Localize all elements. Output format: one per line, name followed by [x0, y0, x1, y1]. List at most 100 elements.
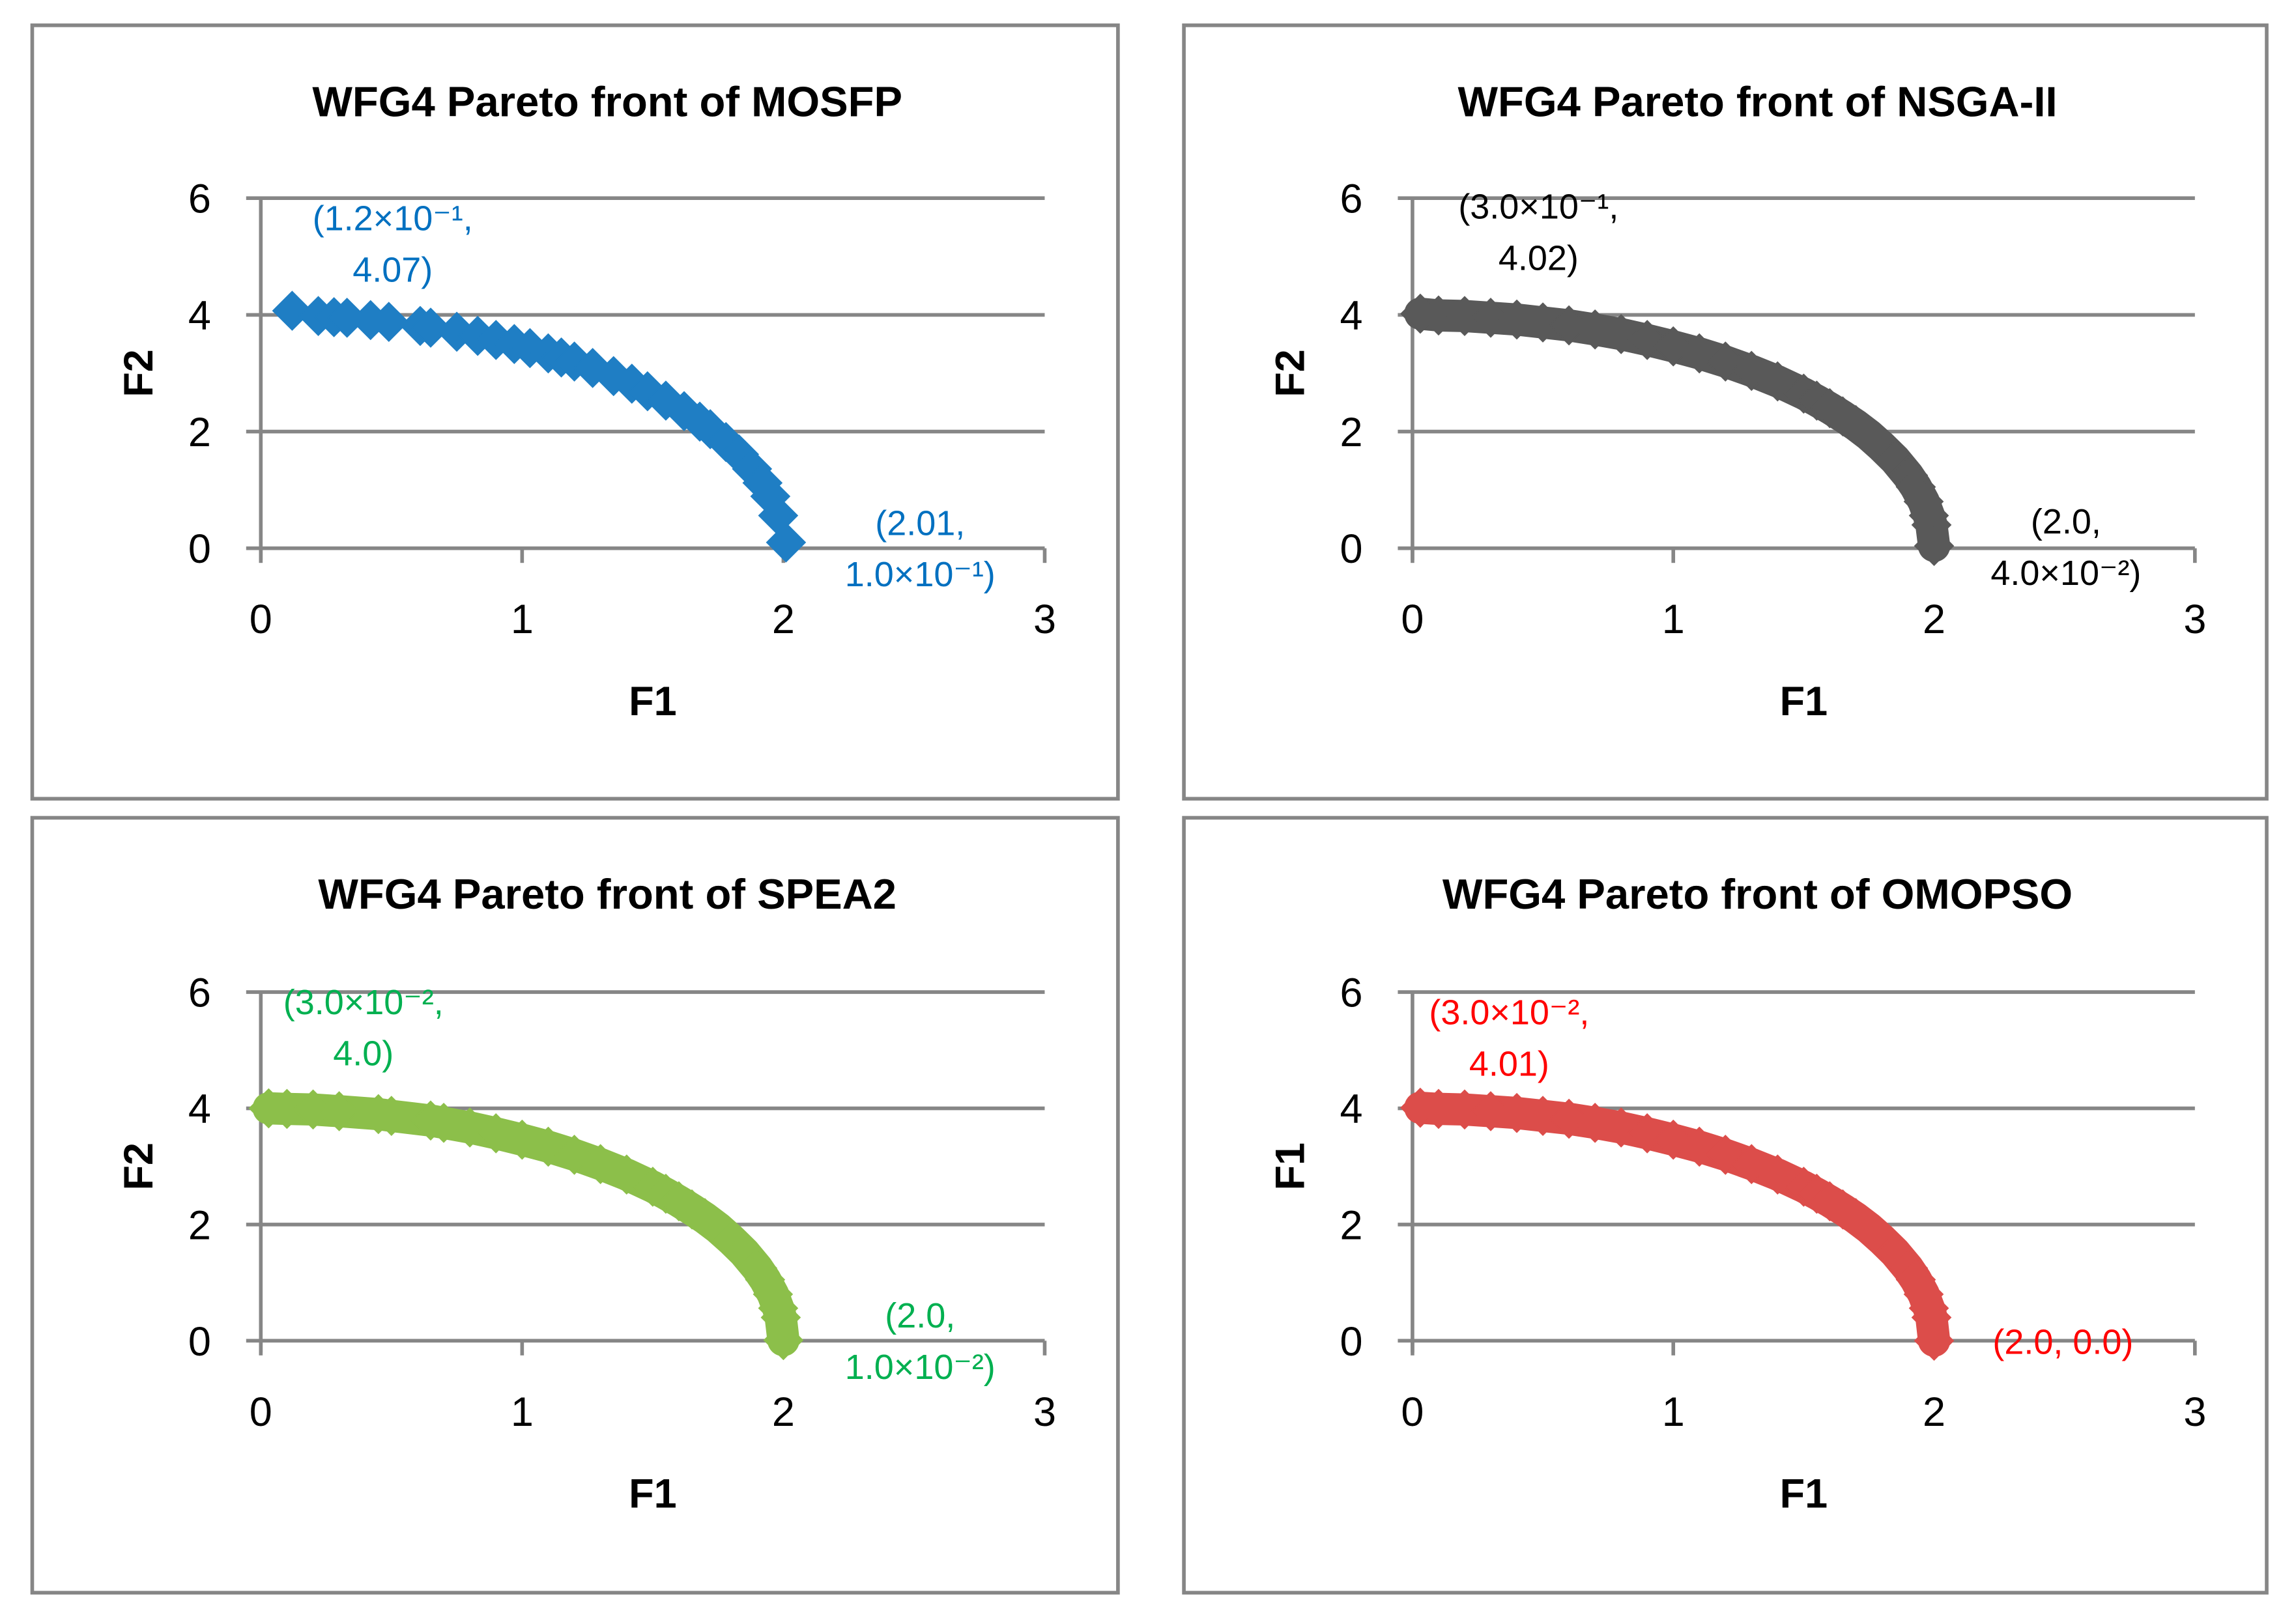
- x-tick-label: 0: [1401, 597, 1424, 642]
- chart-panel-1: WFG4 Pareto front of MOSFP 0 2 4 6 0 1 2 3 F1 F2 (1…: [30, 23, 1120, 801]
- y-tick-label: 0: [1340, 1319, 1362, 1365]
- data-point: [1444, 1089, 1485, 1130]
- data-point: [528, 1126, 569, 1167]
- chart-panel-4: WFG4 Pareto front of OMOPSO 0 2 4 6 0 1 2 3 F1 F1 (…: [1182, 816, 2269, 1595]
- x-tick-label: 1: [1662, 1389, 1685, 1435]
- x-tick-label: 3: [1033, 1389, 1056, 1435]
- y-tick-label: 4: [188, 293, 211, 339]
- y-tick-label: 0: [188, 526, 211, 572]
- data-point: [1471, 298, 1511, 338]
- data-point: [319, 1091, 360, 1131]
- y-axis-title: F2: [116, 349, 162, 397]
- chart-title: WFG4 Pareto front of NSGA-II: [1457, 78, 2057, 125]
- chart-border: [30, 816, 1120, 1595]
- chart-border: [1182, 816, 2269, 1595]
- data-point: [1575, 309, 1615, 350]
- x-tick-label: 2: [772, 1389, 795, 1435]
- data-point: [554, 1135, 595, 1175]
- data-point: [410, 307, 451, 348]
- annotation-start: (1.2×10⁻¹,: [313, 199, 473, 238]
- chart-panel-3: WFG4 Pareto front of SPEA2 0 2 4 6 0 1 2 3 F1 F2 (3…: [30, 816, 1120, 1595]
- y-axis-title: F1: [1268, 1143, 1313, 1190]
- y-tick-label: 4: [1340, 293, 1362, 339]
- annotation-start: 4.01): [1469, 1044, 1549, 1083]
- data-point: [272, 291, 313, 331]
- data-point: [1523, 302, 1563, 343]
- data-point: [1497, 299, 1537, 340]
- x-tick-label: 1: [511, 597, 534, 642]
- data-point: [763, 1320, 804, 1361]
- y-tick-label: 6: [188, 177, 211, 222]
- data-point: [1914, 1320, 1955, 1361]
- x-tick-label: 0: [250, 1389, 272, 1435]
- y-tick-label: 6: [1340, 177, 1362, 222]
- annotation-end: (2.0,: [2031, 502, 2101, 541]
- x-axis-title: F1: [1780, 1471, 1828, 1517]
- x-tick-label: 2: [772, 597, 795, 642]
- y-tick-label: 6: [1340, 971, 1362, 1016]
- y-tick-label: 4: [1340, 1086, 1362, 1132]
- annotation-start: 4.02): [1499, 238, 1579, 277]
- x-tick-label: 3: [2183, 597, 2206, 642]
- data-point: [1914, 526, 1955, 566]
- data-point: [450, 1107, 490, 1148]
- y-tick-label: 2: [1340, 410, 1362, 455]
- data-point: [371, 1096, 412, 1136]
- chart-panel-2: WFG4 Pareto front of NSGA-II 0 2 4 6 0 1 2 3 F1 F2…: [1182, 23, 2269, 801]
- annotation-end: (2.0, 0.0): [1992, 1323, 2133, 1362]
- x-tick-label: 0: [1401, 1389, 1424, 1435]
- data-point: [1418, 295, 1459, 336]
- x-axis-title: F1: [1780, 679, 1828, 724]
- annotation-end: (2.01,: [875, 504, 965, 543]
- x-axis-title: F1: [629, 679, 676, 724]
- data-point: [646, 380, 686, 421]
- chart-title: WFG4 Pareto front of SPEA2: [318, 870, 897, 918]
- annotation-start: (3.0×10⁻²,: [1429, 993, 1589, 1032]
- y-tick-label: 2: [188, 410, 211, 455]
- chart-title: WFG4 Pareto front of OMOPSO: [1442, 870, 2073, 918]
- x-tick-label: 1: [1662, 597, 1685, 642]
- y-tick-label: 0: [188, 1319, 211, 1365]
- data-point: [1523, 1096, 1563, 1136]
- data-point: [1471, 1091, 1511, 1131]
- data-point: [423, 1102, 464, 1143]
- x-tick-label: 2: [1923, 1389, 1945, 1435]
- annotation-end: 1.0×10⁻¹): [845, 555, 996, 594]
- data-point: [368, 302, 409, 342]
- annotation-start: 4.0): [333, 1034, 394, 1073]
- data-point: [1705, 1135, 1746, 1175]
- x-tick-label: 0: [250, 597, 272, 642]
- data-point: [1757, 361, 1798, 402]
- y-tick-label: 2: [1340, 1202, 1362, 1248]
- x-axis-title: F1: [629, 1471, 676, 1517]
- x-tick-label: 1: [511, 1389, 534, 1435]
- data-point: [1653, 326, 1694, 367]
- data-point: [1731, 350, 1772, 391]
- y-axis-title: F2: [116, 1143, 162, 1190]
- y-tick-label: 6: [188, 971, 211, 1016]
- data-point: [1549, 305, 1589, 346]
- data-point: [766, 522, 807, 563]
- data-point: [1601, 314, 1641, 354]
- data-point: [1679, 333, 1720, 374]
- chart-border: [30, 23, 1120, 801]
- y-tick-label: 0: [1340, 526, 1362, 572]
- data-point: [266, 1088, 308, 1129]
- x-tick-label: 3: [2183, 1389, 2206, 1435]
- data-point: [293, 1089, 334, 1130]
- x-tick-label: 3: [1033, 597, 1056, 642]
- y-tick-label: 2: [188, 1202, 211, 1248]
- annotation-end: 1.0×10⁻²): [845, 1348, 996, 1387]
- chart-title: WFG4 Pareto front of MOSFP: [312, 78, 902, 125]
- y-tick-label: 4: [188, 1086, 211, 1132]
- data-point: [1418, 1088, 1459, 1129]
- annotation-start: (3.0×10⁻²,: [283, 983, 444, 1022]
- data-point: [1549, 1098, 1589, 1139]
- y-axis-title: F2: [1268, 349, 1313, 397]
- data-point: [1601, 1107, 1641, 1148]
- annotation-start: (3.0×10⁻¹,: [1458, 188, 1618, 227]
- x-tick-label: 2: [1923, 597, 1945, 642]
- annotation-end: (2.0,: [885, 1296, 955, 1335]
- annotation-start: 4.07): [352, 250, 433, 289]
